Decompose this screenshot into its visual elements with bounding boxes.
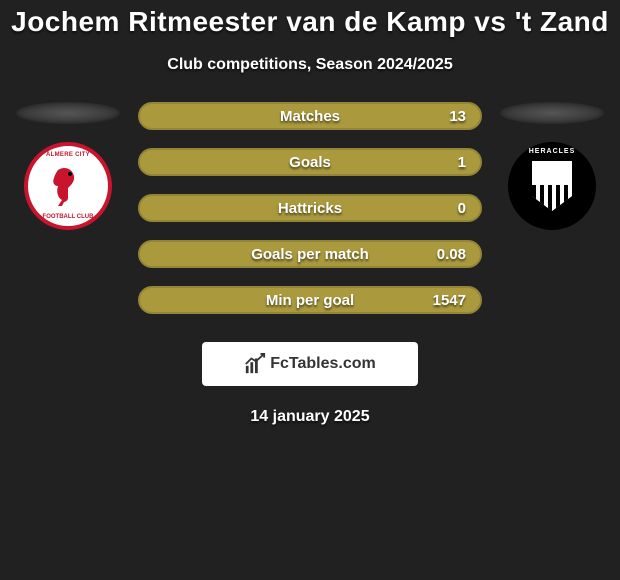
comparison-card: Jochem Ritmeester van de Kamp vs 't Zand… xyxy=(0,0,620,426)
flamingo-icon xyxy=(44,162,92,210)
club-ring-text-top: ALMERE CITY xyxy=(46,152,90,158)
club-logo-left: ALMERE CITY FOOTBALL CLUB xyxy=(24,142,112,230)
stat-label: Matches xyxy=(280,108,340,125)
main-row: ALMERE CITY FOOTBALL CLUB Matches 13 Goa… xyxy=(0,102,620,314)
player-shadow-left xyxy=(16,102,120,124)
stat-value: 0.08 xyxy=(437,246,466,263)
stat-label: Min per goal xyxy=(266,292,354,309)
stat-row-goals: Goals 1 xyxy=(138,148,482,176)
shield-icon xyxy=(532,161,572,211)
footer-date: 14 january 2025 xyxy=(0,408,620,426)
right-side: HERACLES xyxy=(500,102,604,230)
stat-label: Hattricks xyxy=(278,200,342,217)
stat-row-mpg: Min per goal 1547 xyxy=(138,286,482,314)
subtitle: Club competitions, Season 2024/2025 xyxy=(0,56,620,74)
club-ring-text-bottom: FOOTBALL CLUB xyxy=(43,214,94,220)
stat-value: 1547 xyxy=(433,292,466,309)
stat-value: 13 xyxy=(449,108,466,125)
stat-row-hattricks: Hattricks 0 xyxy=(138,194,482,222)
club-logo-right: HERACLES xyxy=(508,142,596,230)
player-shadow-right xyxy=(500,102,604,124)
page-title: Jochem Ritmeester van de Kamp vs 't Zand xyxy=(0,6,620,38)
club-ring-text: HERACLES xyxy=(529,148,576,155)
stat-value: 1 xyxy=(458,154,466,171)
stat-row-gpm: Goals per match 0.08 xyxy=(138,240,482,268)
watermark: FcTables.com xyxy=(202,342,418,386)
stat-label: Goals xyxy=(289,154,331,171)
chart-icon xyxy=(244,353,266,375)
stat-value: 0 xyxy=(458,200,466,217)
stat-row-matches: Matches 13 xyxy=(138,102,482,130)
left-side: ALMERE CITY FOOTBALL CLUB xyxy=(16,102,120,230)
stats-list: Matches 13 Goals 1 Hattricks 0 Goals per… xyxy=(138,102,482,314)
shield-stripes xyxy=(532,185,572,211)
stat-label: Goals per match xyxy=(251,246,369,263)
watermark-text: FcTables.com xyxy=(270,355,376,373)
